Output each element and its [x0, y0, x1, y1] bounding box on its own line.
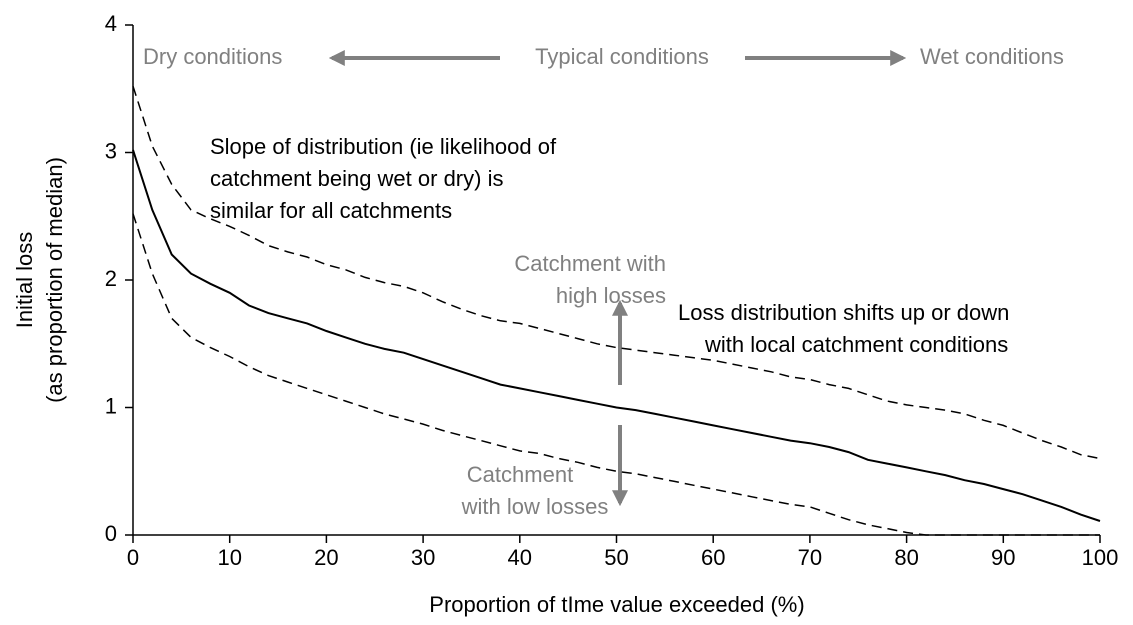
x-tick-label: 70 [798, 545, 822, 570]
y-axis-label: (as proportion of median) [42, 157, 67, 403]
line-series [132, 85, 1101, 460]
annotation: catchment being wet or dry) is [210, 166, 503, 191]
annotation: with low losses [461, 494, 609, 519]
annotation: Typical conditions [535, 44, 709, 69]
annotation: with local catchment conditions [704, 332, 1008, 357]
x-tick-label: 20 [314, 545, 338, 570]
y-tick-label: 1 [105, 393, 117, 418]
y-tick-label: 0 [105, 521, 117, 546]
line-series [132, 213, 1100, 536]
annotation: Wet conditions [920, 44, 1064, 69]
annotation: Loss distribution shifts up or down [678, 300, 1009, 325]
annotation: Catchment with [514, 251, 666, 276]
annotation: Slope of distribution (ie likelihood of [210, 134, 557, 159]
annotation: high losses [556, 283, 666, 308]
x-tick-label: 60 [701, 545, 725, 570]
x-tick-label: 50 [604, 545, 628, 570]
x-tick-label: 90 [991, 545, 1015, 570]
x-tick-label: 10 [217, 545, 241, 570]
annotation: similar for all catchments [210, 198, 452, 223]
y-tick-label: 3 [105, 138, 117, 163]
x-axis-label: Proportion of tIme value exceeded (%) [429, 592, 804, 617]
line-series [132, 149, 1101, 522]
y-axis-label: Initial loss [12, 232, 37, 329]
x-tick-label: 30 [411, 545, 435, 570]
x-tick-label: 40 [508, 545, 532, 570]
x-tick-label: 80 [894, 545, 918, 570]
y-tick-label: 2 [105, 266, 117, 291]
arrows [328, 50, 907, 507]
annotation: Catchment [467, 462, 573, 487]
x-tick-label: 0 [127, 545, 139, 570]
y-tick-label: 4 [105, 11, 117, 36]
annotation: Dry conditions [143, 44, 282, 69]
x-tick-label: 100 [1082, 545, 1119, 570]
